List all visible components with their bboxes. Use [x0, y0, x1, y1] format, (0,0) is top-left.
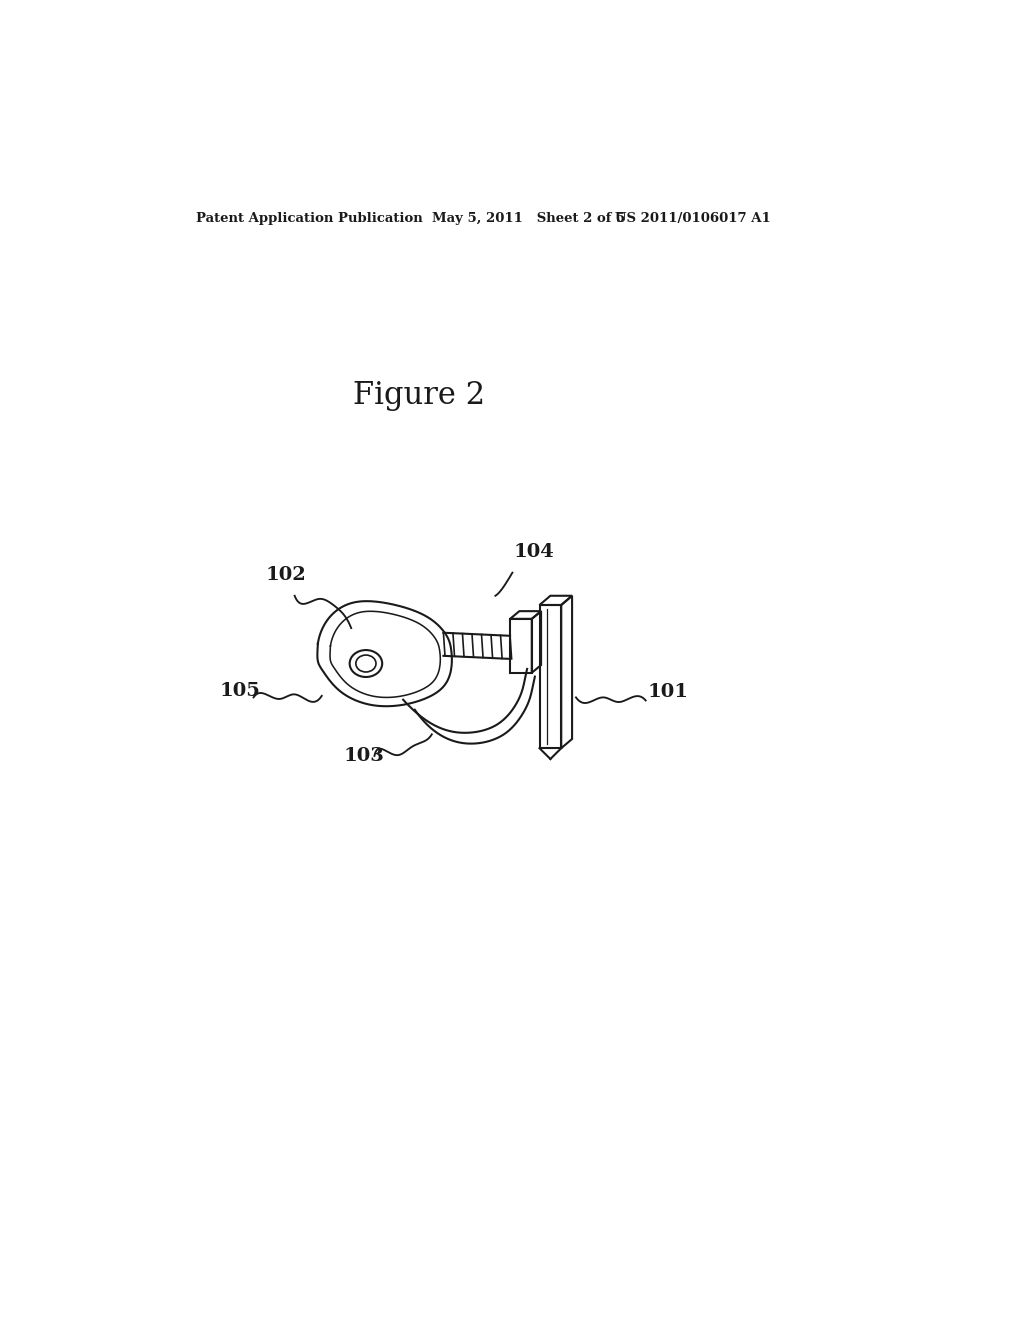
Text: Figure 2: Figure 2	[352, 380, 484, 411]
Text: Patent Application Publication: Patent Application Publication	[197, 213, 423, 224]
Text: US 2011/0106017 A1: US 2011/0106017 A1	[614, 213, 770, 224]
Text: 103: 103	[343, 747, 384, 764]
Text: 101: 101	[647, 684, 688, 701]
Text: 105: 105	[219, 682, 260, 700]
Text: May 5, 2011   Sheet 2 of 5: May 5, 2011 Sheet 2 of 5	[432, 213, 625, 224]
Text: 104: 104	[514, 544, 555, 561]
Text: 102: 102	[266, 566, 307, 585]
